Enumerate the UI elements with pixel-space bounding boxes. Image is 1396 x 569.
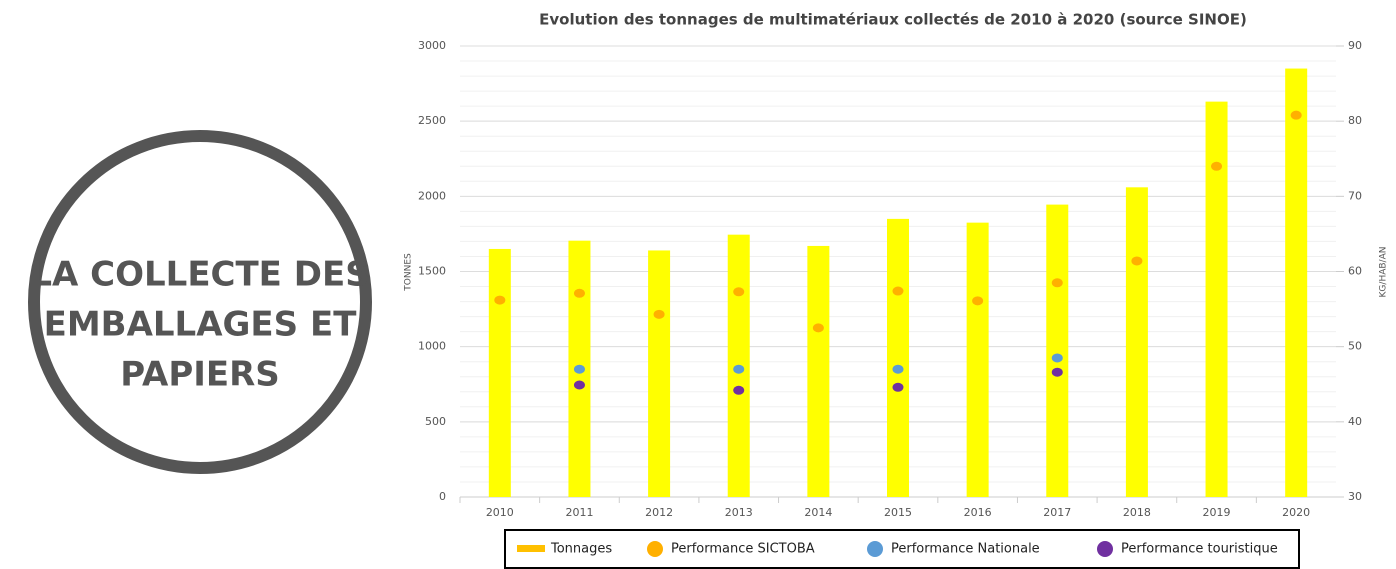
y-axis-label: TONNES (404, 253, 414, 292)
point (1051, 367, 1063, 377)
x-tick-label: 2014 (804, 506, 832, 519)
side-text: LA COLLECTE DES (30, 255, 369, 295)
x-tick-label: 2018 (1123, 506, 1151, 519)
y2-tick-label: 60 (1348, 265, 1362, 278)
y-tick-label: 2000 (418, 189, 446, 202)
point (573, 380, 585, 390)
legend-swatch (647, 541, 663, 557)
bar (966, 222, 989, 497)
x-tick-label: 2016 (964, 506, 992, 519)
bar (1205, 101, 1228, 497)
legend-label: Performance Nationale (891, 542, 1040, 557)
point (1290, 110, 1302, 120)
point (1211, 161, 1223, 171)
bar (1046, 204, 1069, 497)
point (733, 287, 745, 297)
side-circle (28, 130, 372, 474)
y-tick-label: 0 (439, 490, 446, 503)
bar (1125, 187, 1148, 497)
point (892, 286, 904, 296)
y-tick-label: 500 (425, 415, 446, 428)
point (1131, 256, 1143, 266)
bar (887, 218, 909, 497)
side-text: EMBALLAGES ET (44, 305, 358, 345)
bar (1285, 68, 1308, 498)
y2-axis-label: KG/HAB/AN (1379, 247, 1389, 298)
y-tick-label: 3000 (418, 39, 446, 52)
x-tick-label: 2011 (565, 506, 593, 519)
legend-label: Performance touristique (1121, 542, 1278, 557)
y2-tick-label: 80 (1348, 114, 1362, 127)
point (892, 382, 904, 392)
legend-label: Performance SICTOBA (671, 542, 815, 557)
point (1051, 353, 1063, 363)
point (892, 364, 904, 374)
point (653, 309, 665, 319)
point (573, 288, 585, 298)
bar (488, 248, 511, 497)
y2-tick-label: 90 (1348, 39, 1362, 52)
legend-swatch (517, 545, 545, 552)
x-tick-label: 2012 (645, 506, 673, 519)
y-tick-label: 1000 (418, 340, 446, 353)
y2-tick-label: 50 (1348, 340, 1362, 353)
point (812, 323, 824, 333)
legend-box (504, 529, 1300, 569)
point (573, 364, 585, 374)
side-text: PAPIERS (120, 355, 280, 395)
point (972, 296, 984, 306)
x-tick-label: 2015 (884, 506, 912, 519)
bar (648, 250, 671, 497)
bar (807, 245, 830, 497)
x-tick-label: 2017 (1043, 506, 1071, 519)
point (733, 385, 745, 395)
y2-tick-label: 30 (1348, 490, 1362, 503)
y2-tick-label: 70 (1348, 189, 1362, 202)
x-tick-label: 2019 (1203, 506, 1231, 519)
y-tick-label: 2500 (418, 114, 446, 127)
legend-label: Tonnages (550, 542, 612, 557)
y2-tick-label: 40 (1348, 415, 1362, 428)
x-tick-label: 2020 (1282, 506, 1310, 519)
chart-title: Evolution des tonnages de multimatériaux… (539, 11, 1247, 29)
point (494, 295, 506, 305)
point (733, 364, 745, 374)
x-tick-label: 2010 (486, 506, 514, 519)
y-tick-label: 1500 (418, 265, 446, 278)
point (1051, 278, 1063, 288)
x-tick-label: 2013 (725, 506, 753, 519)
legend-swatch (1097, 541, 1113, 557)
legend-swatch (867, 541, 883, 557)
